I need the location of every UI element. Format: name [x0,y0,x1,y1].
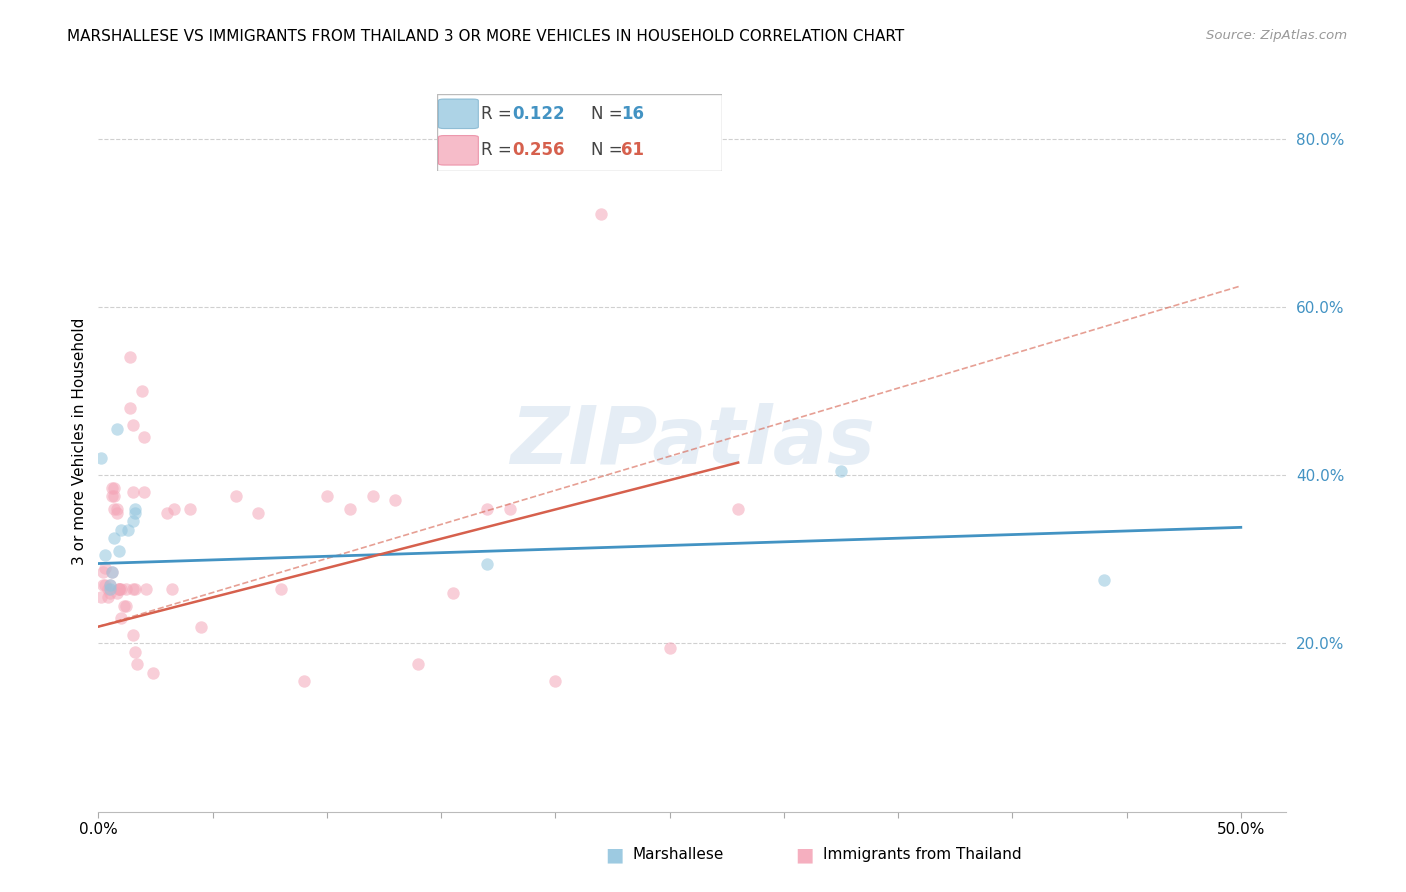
Point [91,577,114,591]
Point [98,577,121,591]
Point [475,501,498,516]
Point [103,481,125,495]
Point [101,481,124,495]
Point [132,485,156,500]
Point [131,384,153,398]
Point [94,560,117,574]
Point [121,582,143,596]
Point [110,611,132,625]
Point [115,599,138,613]
Point [91,565,114,579]
Point [292,674,315,689]
Point [361,489,384,503]
Text: Marshallese: Marshallese [633,847,724,862]
Point [103,531,125,545]
Text: ■: ■ [794,845,814,864]
Point [101,565,124,579]
Text: ZIPatlas: ZIPatlas [510,402,875,481]
Point [408,657,430,672]
Point [160,582,183,596]
Point [544,674,567,689]
Text: Immigrants from Thailand: Immigrants from Thailand [823,847,1021,862]
Point [127,657,149,672]
Point [98,586,121,600]
Point [121,515,143,529]
Point [339,501,361,516]
Point [163,501,186,516]
Point [124,645,146,659]
Point [1092,574,1115,588]
Point [225,489,247,503]
Point [112,599,135,613]
Point [124,582,146,596]
Text: MARSHALLESE VS IMMIGRANTS FROM THAILAND 3 OR MORE VEHICLES IN HOUSEHOLD CORRELAT: MARSHALLESE VS IMMIGRANTS FROM THAILAND … [67,29,904,44]
Point [120,401,142,415]
Point [190,619,212,633]
Point [156,506,179,520]
Point [591,207,613,221]
Point [132,430,156,444]
Point [98,577,121,591]
Point [121,417,143,432]
Point [108,582,131,596]
Point [121,628,143,642]
Point [121,485,143,500]
Point [101,565,124,579]
Point [124,501,146,516]
Point [498,501,520,516]
Point [142,665,165,680]
Point [96,582,120,596]
Point [94,548,117,562]
Point [135,582,157,596]
Point [108,544,131,558]
Point [103,489,125,503]
Point [110,523,132,537]
Text: ■: ■ [605,845,624,864]
Point [179,501,201,516]
Point [384,493,406,508]
Point [105,501,128,516]
Point [270,582,292,596]
Point [441,586,464,600]
Point [105,422,128,436]
Y-axis label: 3 or more Vehicles in Household: 3 or more Vehicles in Household [72,318,87,566]
Point [830,464,852,478]
Point [315,489,337,503]
Point [120,351,142,365]
Point [96,590,120,604]
Point [98,582,121,596]
Point [247,506,270,520]
Point [475,557,498,571]
Point [124,506,146,520]
Point [105,506,128,520]
Point [108,582,131,596]
Point [117,523,139,537]
Point [727,501,749,516]
Point [103,501,125,516]
Point [90,451,112,466]
Text: Source: ZipAtlas.com: Source: ZipAtlas.com [1206,29,1347,42]
Point [105,586,128,600]
Point [94,577,117,591]
Point [108,582,131,596]
Point [658,640,681,655]
Point [90,590,112,604]
Point [101,489,124,503]
Point [115,582,138,596]
Point [110,582,132,596]
